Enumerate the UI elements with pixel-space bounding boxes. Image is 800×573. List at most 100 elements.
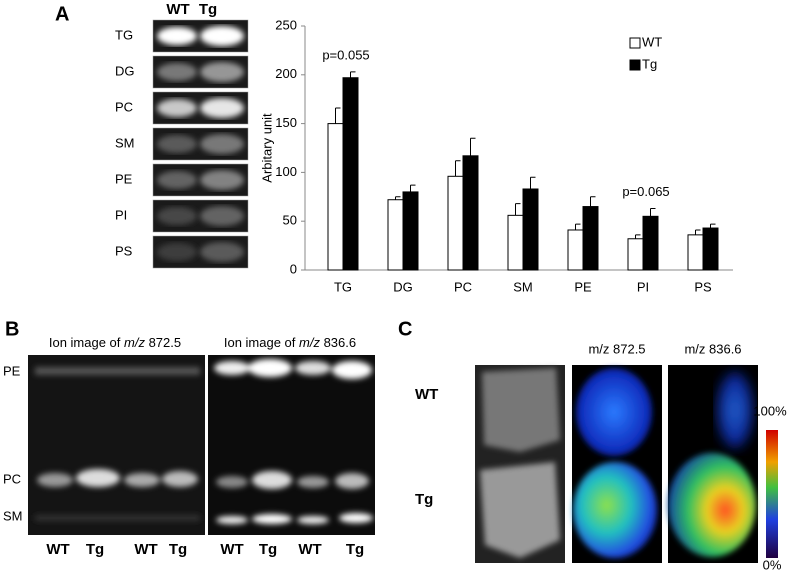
x-tick-label: PI	[637, 279, 649, 294]
column-label: Tg	[259, 541, 277, 558]
x-tick-label: SM	[513, 279, 533, 294]
column-label: WT	[220, 541, 243, 558]
x-tick-label: PC	[454, 279, 472, 294]
panel-label: B	[5, 318, 19, 340]
bar	[507, 214, 524, 271]
blot-band	[157, 27, 197, 45]
error-bar	[395, 196, 401, 200]
bar	[582, 206, 599, 271]
blot-band	[200, 170, 244, 190]
blot-band	[200, 98, 244, 118]
blot-column: WT	[166, 1, 189, 18]
bar	[402, 191, 419, 271]
row-label: WT	[415, 386, 438, 403]
blot-band	[157, 63, 197, 81]
error-bar	[350, 71, 356, 78]
error-bar	[695, 229, 701, 235]
column-header: m/z 872.5	[588, 341, 645, 356]
ion-title: Ion image of m/z 836.6	[224, 335, 356, 350]
row-label: PE	[3, 363, 21, 378]
error-bar	[635, 234, 641, 239]
bar	[627, 238, 644, 271]
ion-image	[28, 355, 205, 535]
blot-band	[200, 26, 244, 46]
blot-row-label: PI	[115, 207, 127, 222]
blot-band	[157, 171, 197, 189]
bar	[342, 77, 359, 271]
error-bar	[470, 137, 476, 156]
error-bar	[410, 184, 416, 192]
scale-label: 0%	[763, 557, 782, 572]
legend-swatch	[629, 59, 641, 71]
annotation: p=0.065	[622, 184, 669, 199]
bar	[642, 215, 659, 271]
column-label: WT	[46, 541, 69, 558]
blot-band	[200, 62, 244, 82]
column-labels: WT Tg WT Tg WT Tg WT Tg	[46, 541, 364, 558]
y-axis-label: Arbitary unit	[259, 113, 274, 183]
legend-label: WT	[642, 34, 662, 49]
blot-band	[157, 135, 197, 153]
column-label: WT	[134, 541, 157, 558]
error-bar	[650, 208, 656, 217]
column-label: Tg	[169, 541, 187, 558]
bar	[327, 123, 344, 271]
error-bar	[455, 160, 461, 177]
error-bar	[335, 107, 341, 124]
blot-row-label: SM	[115, 135, 135, 150]
y-tick-label: 200	[275, 66, 297, 81]
bar	[567, 229, 584, 271]
y-tick-label: 0	[290, 261, 297, 276]
bar-chart: 0 50 100 150 200 250 Arbitary unit TG DG PC SM PE PI…	[259, 17, 733, 294]
legend-swatch	[629, 37, 641, 49]
blot-band	[157, 243, 197, 261]
blot-band	[157, 207, 197, 225]
bar	[387, 199, 404, 271]
bands	[35, 359, 373, 524]
panel-label: A	[55, 3, 69, 25]
y-tick-label: 50	[283, 213, 297, 228]
tlc-blot: TG DG PC SM PE PI PS	[115, 19, 249, 269]
column-label: Tg	[86, 541, 104, 558]
bar	[522, 188, 539, 271]
blot-row-label: PS	[115, 243, 133, 258]
bar	[702, 227, 719, 271]
row-label: PC	[3, 471, 21, 486]
x-tick-label: PE	[574, 279, 592, 294]
error-bar	[530, 176, 536, 189]
x-tick-label: DG	[393, 279, 413, 294]
y-tick-label: 150	[275, 115, 297, 130]
y-tick-label: 100	[275, 164, 297, 179]
blot-row-label: PE	[115, 171, 133, 186]
column-label: WT	[298, 541, 321, 558]
blot-column: Tg	[199, 1, 217, 18]
color-scale	[766, 430, 778, 558]
error-bar	[710, 223, 716, 229]
y-tick-label: 250	[275, 17, 297, 32]
panel-label: C	[398, 318, 412, 340]
x-tick-label: TG	[334, 279, 352, 294]
blot-row-label: TG	[115, 27, 133, 42]
legend-label: Tg	[642, 56, 657, 71]
column-header: m/z 836.6	[684, 341, 741, 356]
blot-band	[200, 134, 244, 154]
x-tick-label: PS	[694, 279, 712, 294]
error-bar	[590, 196, 596, 207]
error-bar	[515, 203, 521, 216]
panel-c: m/z 872.5 m/z 836.6 WT Tg 100% 0%	[415, 341, 787, 572]
annotation: p=0.055	[322, 47, 369, 62]
ion-title: Ion image of m/z 872.5	[49, 335, 181, 350]
blot-row-label: PC	[115, 99, 133, 114]
blot-row-label: DG	[115, 63, 135, 78]
ion-image	[208, 355, 375, 535]
error-bar	[575, 223, 581, 230]
blot-band	[200, 242, 244, 262]
blot-band	[157, 99, 197, 117]
blot-band	[200, 206, 244, 226]
scale-label: 100%	[753, 403, 787, 418]
bar	[462, 155, 479, 271]
row-label: SM	[3, 508, 23, 523]
column-label: Tg	[346, 541, 364, 558]
ion-images: Ion image of m/z 872.5 Ion image of m/z …	[3, 335, 375, 535]
